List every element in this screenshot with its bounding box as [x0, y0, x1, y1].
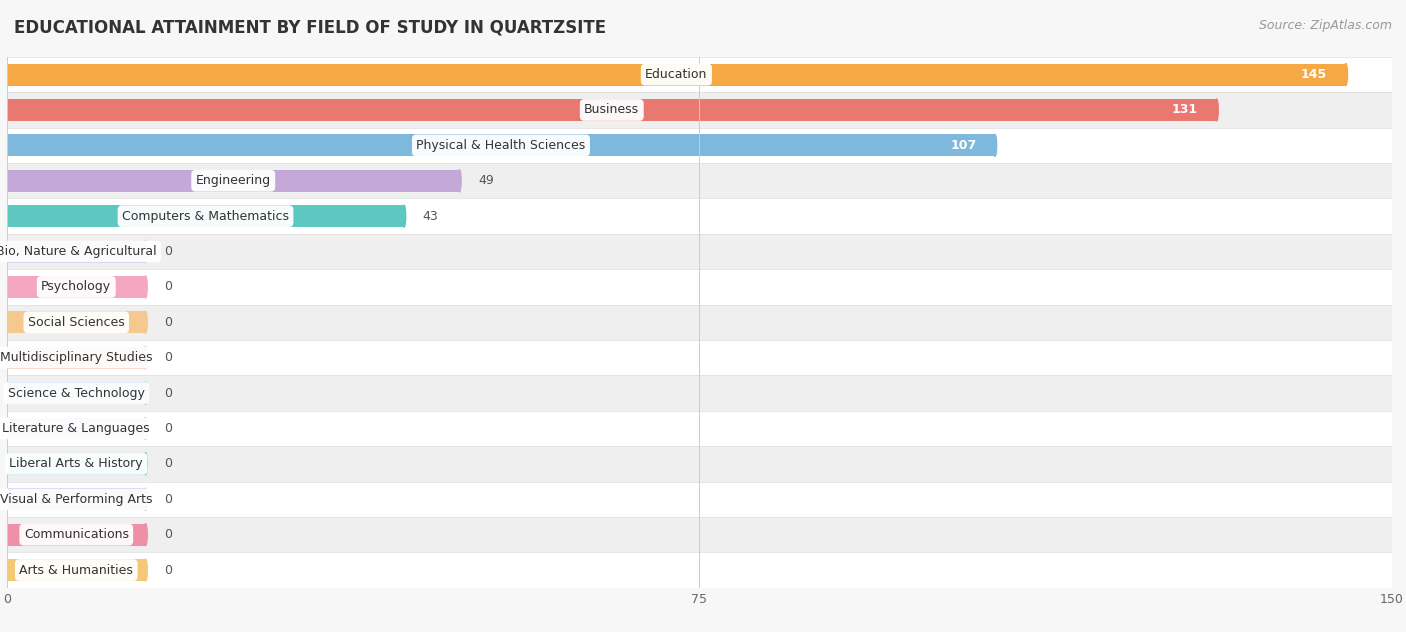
Text: Multidisciplinary Studies: Multidisciplinary Studies	[0, 351, 152, 364]
Text: Psychology: Psychology	[41, 281, 111, 293]
Text: Computers & Mathematics: Computers & Mathematics	[122, 210, 290, 222]
Ellipse shape	[143, 347, 148, 368]
Text: 0: 0	[165, 351, 172, 364]
Bar	[7, 241, 146, 262]
Bar	[7, 482, 1392, 517]
Bar	[7, 128, 1392, 163]
Ellipse shape	[143, 453, 148, 475]
Bar	[7, 163, 1392, 198]
Ellipse shape	[6, 241, 8, 262]
Text: Engineering: Engineering	[195, 174, 271, 187]
Ellipse shape	[143, 524, 148, 545]
Bar	[7, 64, 1346, 85]
Ellipse shape	[6, 64, 8, 85]
Ellipse shape	[6, 170, 8, 191]
Text: Science & Technology: Science & Technology	[8, 387, 145, 399]
Bar	[7, 340, 1392, 375]
Bar	[7, 347, 146, 368]
Ellipse shape	[1215, 99, 1218, 121]
Text: Bio, Nature & Agricultural: Bio, Nature & Agricultural	[0, 245, 156, 258]
Bar	[7, 276, 146, 298]
Ellipse shape	[143, 382, 148, 404]
Bar	[7, 418, 146, 439]
Ellipse shape	[458, 170, 461, 191]
Bar	[7, 375, 1392, 411]
Ellipse shape	[6, 382, 8, 404]
Text: Business: Business	[585, 104, 640, 116]
Bar	[7, 453, 146, 475]
Text: Social Sciences: Social Sciences	[28, 316, 125, 329]
Bar	[7, 234, 1392, 269]
Bar	[7, 99, 1216, 121]
Bar	[7, 446, 1392, 482]
Text: 43: 43	[422, 210, 439, 222]
Bar	[7, 524, 146, 545]
Ellipse shape	[6, 559, 8, 581]
Text: EDUCATIONAL ATTAINMENT BY FIELD OF STUDY IN QUARTZSITE: EDUCATIONAL ATTAINMENT BY FIELD OF STUDY…	[14, 19, 606, 37]
Text: Communications: Communications	[24, 528, 129, 541]
Text: Liberal Arts & History: Liberal Arts & History	[10, 458, 143, 470]
Text: 145: 145	[1301, 68, 1327, 81]
Text: 107: 107	[950, 139, 976, 152]
Ellipse shape	[6, 453, 8, 475]
Bar	[7, 382, 146, 404]
Ellipse shape	[6, 135, 8, 156]
Text: Education: Education	[645, 68, 707, 81]
Text: 0: 0	[165, 245, 172, 258]
Ellipse shape	[6, 99, 8, 121]
Bar	[7, 92, 1392, 128]
Ellipse shape	[6, 524, 8, 545]
Ellipse shape	[6, 489, 8, 510]
Ellipse shape	[402, 205, 406, 227]
Ellipse shape	[143, 312, 148, 333]
Bar	[7, 170, 460, 191]
Ellipse shape	[6, 347, 8, 368]
Ellipse shape	[6, 418, 8, 439]
Text: 0: 0	[165, 387, 172, 399]
Text: Visual & Performing Arts: Visual & Performing Arts	[0, 493, 152, 506]
Bar	[7, 517, 1392, 552]
Ellipse shape	[143, 276, 148, 298]
Bar	[7, 135, 995, 156]
Bar	[7, 312, 146, 333]
Bar	[7, 205, 404, 227]
Text: 0: 0	[165, 281, 172, 293]
Text: 0: 0	[165, 493, 172, 506]
Ellipse shape	[1344, 64, 1347, 85]
Ellipse shape	[6, 312, 8, 333]
Bar	[7, 269, 1392, 305]
Text: 0: 0	[165, 422, 172, 435]
Bar	[7, 305, 1392, 340]
Ellipse shape	[6, 276, 8, 298]
Text: Physical & Health Sciences: Physical & Health Sciences	[416, 139, 586, 152]
Bar	[7, 198, 1392, 234]
Ellipse shape	[993, 135, 997, 156]
Text: 0: 0	[165, 458, 172, 470]
Ellipse shape	[143, 241, 148, 262]
Bar	[7, 57, 1392, 92]
Text: 49: 49	[478, 174, 494, 187]
Text: Source: ZipAtlas.com: Source: ZipAtlas.com	[1258, 19, 1392, 32]
Ellipse shape	[143, 418, 148, 439]
Text: 0: 0	[165, 564, 172, 576]
Bar	[7, 559, 146, 581]
Ellipse shape	[143, 559, 148, 581]
Ellipse shape	[143, 489, 148, 510]
Text: 131: 131	[1173, 104, 1198, 116]
Bar	[7, 411, 1392, 446]
Text: 0: 0	[165, 316, 172, 329]
Text: Literature & Languages: Literature & Languages	[3, 422, 150, 435]
Bar	[7, 552, 1392, 588]
Text: Arts & Humanities: Arts & Humanities	[20, 564, 134, 576]
Bar	[7, 489, 146, 510]
Ellipse shape	[6, 205, 8, 227]
Text: 0: 0	[165, 528, 172, 541]
